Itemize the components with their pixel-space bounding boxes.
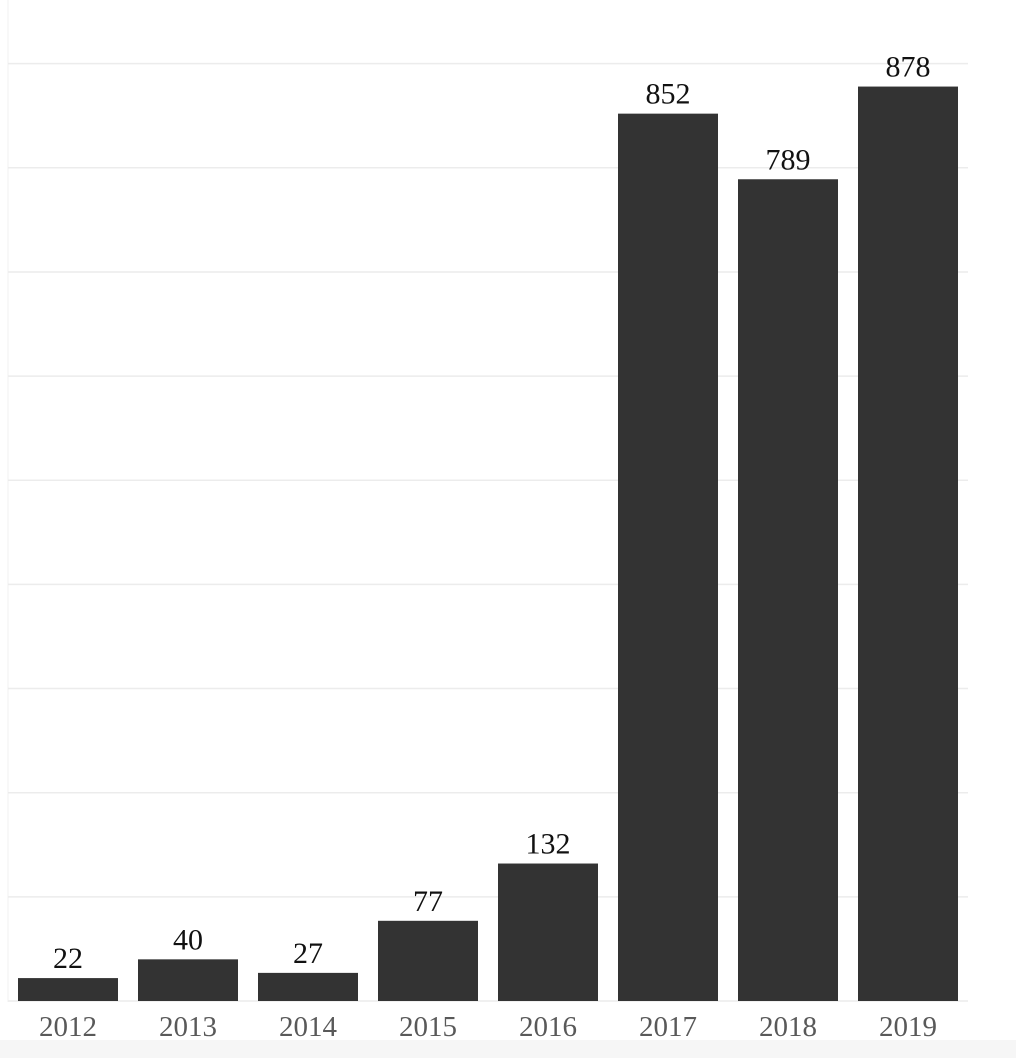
- data-label-2014: 27: [293, 937, 323, 970]
- x-tick-label-2017: 2017: [639, 1011, 697, 1043]
- data-label-2018: 789: [766, 143, 811, 176]
- data-label-2015: 77: [413, 885, 443, 918]
- data-label-2013: 40: [173, 923, 203, 956]
- bar-2018: [738, 179, 838, 1002]
- bar-2017: [618, 113, 718, 1002]
- x-tick-label-2016: 2016: [519, 1011, 577, 1043]
- chart-bottom-band: [0, 1040, 1016, 1058]
- x-axis-tick-labels: 2012 2013 2014 2015 2016 2017 2018 2019: [39, 1011, 937, 1043]
- bar-2013: [138, 959, 238, 1001]
- data-label-2012: 22: [53, 942, 83, 975]
- bar-2012: [18, 978, 118, 1001]
- data-label-2019: 878: [886, 51, 931, 84]
- x-tick-label-2012: 2012: [39, 1011, 97, 1043]
- data-label-2017: 852: [646, 78, 691, 111]
- data-label-2016: 132: [526, 828, 571, 861]
- x-tick-label-2018: 2018: [759, 1011, 817, 1043]
- x-tick-label-2019: 2019: [879, 1011, 937, 1043]
- x-tick-label-2013: 2013: [159, 1011, 217, 1043]
- bar-2014: [258, 972, 358, 1001]
- data-labels: 22 40 27 77 132 852 789 878: [53, 51, 931, 976]
- x-tick-label-2014: 2014: [279, 1011, 338, 1043]
- bar-2015: [378, 920, 478, 1001]
- bars: [18, 86, 958, 1002]
- x-tick-label-2015: 2015: [399, 1011, 457, 1043]
- bar-2016: [498, 863, 598, 1001]
- bar-2019: [858, 86, 958, 1002]
